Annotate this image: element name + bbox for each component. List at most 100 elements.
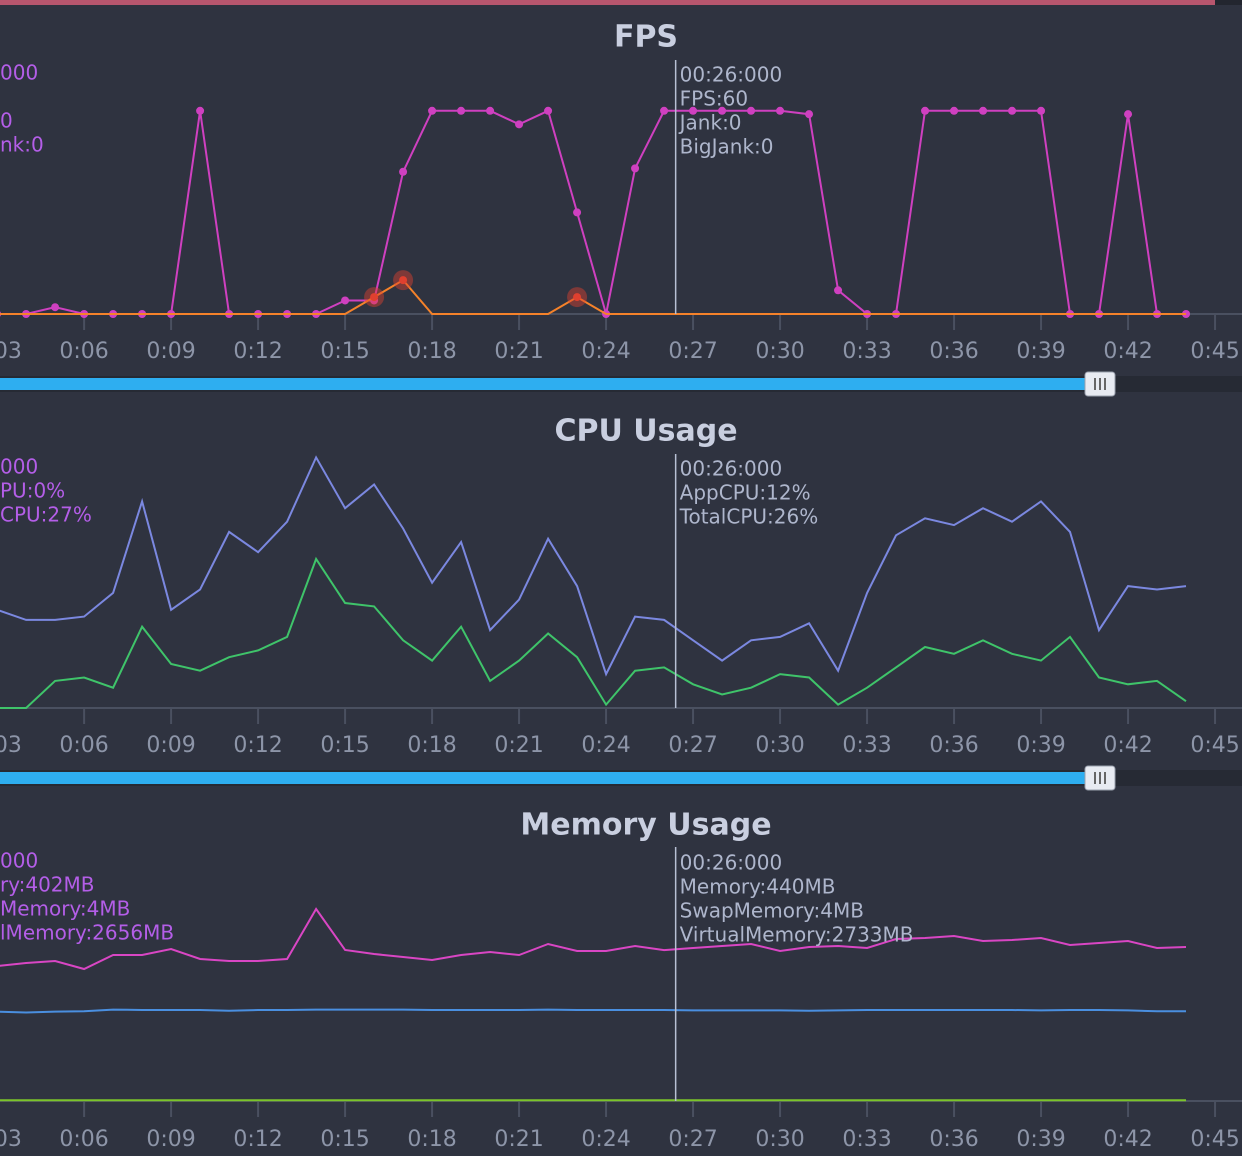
x-tick-label: 0:45 [1190,733,1239,758]
tooltip-line: VirtualMemory:2733MB [680,923,914,947]
tooltip-line: TotalCPU:26% [679,505,819,529]
chart-title: FPS [614,20,678,55]
x-tick-label: 0:12 [233,339,282,364]
x-tick-label: 0:18 [407,1127,456,1152]
x-tick-label: 0:33 [842,339,891,364]
tooltip-line: Jank:0 [678,111,742,135]
point [747,106,756,115]
point [428,106,437,115]
x-tick-label: 0:03 [0,733,22,758]
x-tick-label: 0:39 [1016,339,1065,364]
chart-title: Memory Usage [520,808,771,843]
series-line [0,907,1187,971]
tooltip-line: Memory:4MB [0,897,130,921]
scrollbar-fill[interactable] [0,378,1100,390]
tooltip-line: lMemory:2656MB [0,921,174,945]
tooltip-line: AppCPU:12% [680,481,811,505]
tooltip-line: Memory:440MB [680,875,836,899]
point [1124,110,1133,119]
x-tick-label: 0:21 [494,1127,543,1152]
x-tick-label: 0:39 [1016,733,1065,758]
point [805,110,814,119]
series-line [0,556,1187,709]
tooltip-line: 00:26:000 [680,851,783,875]
point [399,276,408,285]
point [573,293,582,302]
x-tick-label: 0:39 [1016,1127,1065,1152]
x-tick-label: 0:06 [59,733,108,758]
point [457,106,466,115]
x-tick-label: 0:21 [494,733,543,758]
point [834,286,843,295]
handle-grip [1094,378,1106,390]
x-tick-label: 0:42 [1103,339,1152,364]
x-tick-label: 0:30 [755,339,804,364]
point [776,106,785,115]
x-tick-label: 0:33 [842,1127,891,1152]
tooltip-line: 000 [0,849,38,873]
x-tick-label: 0:27 [668,733,717,758]
x-tick-label: 0:27 [668,1127,717,1152]
series-line [0,455,1187,677]
x-tick-label: 0:24 [581,339,630,364]
point [370,293,379,302]
tooltip-line: BigJank:0 [680,135,774,159]
point [544,106,553,115]
handle-grip [1094,772,1106,784]
tooltip-line: FPS:60 [680,87,748,111]
point [950,106,959,115]
point [515,120,524,129]
x-tick-label: 0:24 [581,1127,630,1152]
x-tick-label: 0:36 [929,1127,978,1152]
x-tick-label: 0:09 [146,339,195,364]
x-tick-label: 0:12 [233,733,282,758]
tooltip-line: ry:402MB [0,873,95,897]
x-tick-label: 0:30 [755,733,804,758]
tooltip-line: SwapMemory:4MB [680,899,864,923]
x-tick-label: 0:18 [407,733,456,758]
x-tick-label: 0:21 [494,339,543,364]
x-tick-label: 0:18 [407,339,456,364]
chart-title: CPU Usage [554,414,737,449]
point [486,106,495,115]
point [1037,106,1046,115]
series-line [0,278,1186,315]
point [979,106,988,115]
point [399,167,408,176]
x-tick-label: 0:42 [1103,1127,1152,1152]
point [341,296,350,305]
scrollbar-fill[interactable] [0,772,1100,784]
tooltip-line: 00:26:000 [680,63,783,87]
point [1008,106,1017,115]
x-tick-label: 0:15 [320,1127,369,1152]
x-tick-label: 0:36 [929,733,978,758]
tooltip-line: 00:26:000 [680,457,783,481]
top-strip [0,0,1215,5]
x-tick-label: 0:24 [581,733,630,758]
series-line [0,1008,1186,1014]
x-tick-label: 0:06 [59,339,108,364]
tooltip-line: 000 [0,61,38,85]
x-tick-label: 0:27 [668,339,717,364]
x-tick-label: 0:42 [1103,733,1152,758]
point [51,303,60,312]
point [718,106,727,115]
tooltip-line: CPU:27% [0,503,92,527]
tooltip-line: 0 [0,109,13,133]
point [573,208,582,217]
point [689,106,698,115]
x-tick-label: 0:15 [320,339,369,364]
point [196,106,205,115]
top-strip-end [1215,0,1242,5]
x-tick-label: 0:06 [59,1127,108,1152]
point [921,106,930,115]
x-tick-label: 0:45 [1190,339,1239,364]
series-line [0,109,1186,315]
x-tick-label: 0:15 [320,733,369,758]
tooltip-line: 000 [0,455,38,479]
tooltip-line: PU:0% [0,479,65,503]
x-tick-label: 0:33 [842,733,891,758]
x-tick-label: 0:03 [0,339,22,364]
